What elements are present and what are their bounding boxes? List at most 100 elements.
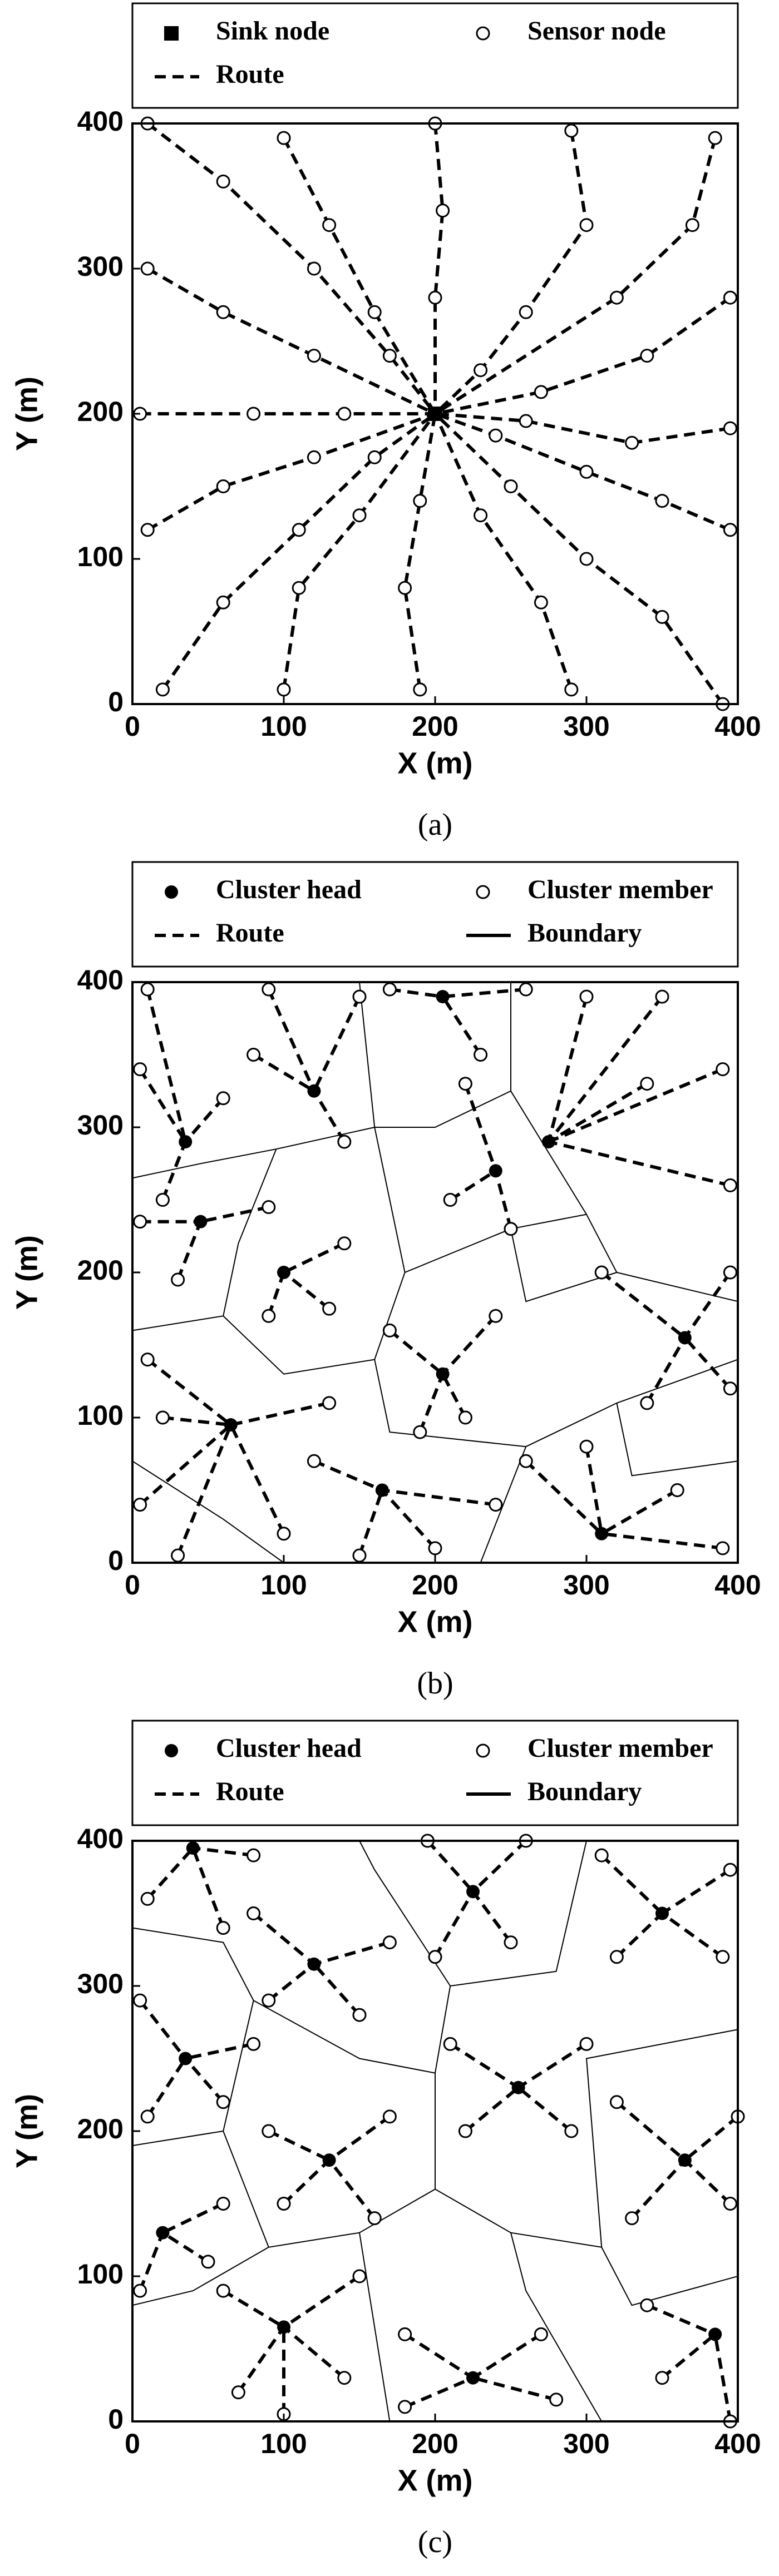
node bbox=[489, 428, 503, 443]
x-tick-label: 300 bbox=[563, 1569, 609, 1601]
cluster-head bbox=[194, 1215, 208, 1228]
y-tick-label: 100 bbox=[77, 1400, 124, 1431]
node bbox=[262, 2124, 276, 2138]
y-tick-label: 100 bbox=[77, 541, 124, 572]
node bbox=[655, 2371, 669, 2385]
node bbox=[307, 450, 321, 464]
node bbox=[216, 2283, 230, 2298]
cluster-head bbox=[375, 1483, 389, 1497]
legend-label: Route bbox=[216, 60, 284, 89]
node bbox=[246, 1906, 261, 1920]
node bbox=[723, 1178, 737, 1192]
cluster-head bbox=[179, 2052, 193, 2065]
node bbox=[428, 1541, 442, 1555]
node bbox=[140, 261, 155, 276]
x-axis-label: X (m) bbox=[398, 1605, 473, 1638]
y-tick-label: 300 bbox=[77, 1109, 124, 1141]
node bbox=[322, 218, 337, 232]
node bbox=[428, 1950, 442, 1964]
node bbox=[216, 1091, 230, 1106]
cluster-head bbox=[186, 1841, 200, 1855]
node bbox=[262, 1309, 276, 1323]
node bbox=[307, 1454, 321, 1468]
cluster-head bbox=[595, 1527, 609, 1540]
node bbox=[292, 581, 306, 595]
node bbox=[594, 1848, 609, 1862]
node bbox=[246, 2037, 261, 2051]
caption: (b) bbox=[417, 1666, 453, 1701]
node bbox=[534, 385, 548, 399]
legend-marker bbox=[165, 1744, 178, 1757]
node bbox=[489, 1498, 503, 1512]
legend-marker bbox=[476, 26, 490, 41]
cluster-head bbox=[307, 1957, 321, 1971]
node bbox=[655, 989, 669, 1004]
node bbox=[579, 464, 594, 479]
caption: (a) bbox=[418, 808, 452, 842]
node bbox=[246, 1848, 261, 1862]
legend-box bbox=[131, 1720, 739, 1826]
node bbox=[436, 204, 450, 218]
node bbox=[534, 595, 548, 610]
route bbox=[139, 988, 732, 1557]
cluster-head bbox=[156, 2226, 170, 2240]
node bbox=[307, 261, 321, 276]
y-tick-label: 300 bbox=[77, 251, 124, 282]
node bbox=[140, 1353, 155, 1367]
node bbox=[458, 2124, 472, 2138]
y-tick-label: 200 bbox=[77, 2113, 124, 2144]
node bbox=[519, 414, 533, 428]
node bbox=[352, 989, 367, 1004]
node bbox=[504, 479, 518, 493]
node bbox=[367, 450, 382, 464]
node bbox=[716, 1062, 730, 1077]
cluster-head bbox=[224, 1418, 238, 1432]
boundary bbox=[132, 1841, 738, 2421]
node bbox=[723, 523, 737, 537]
node bbox=[670, 1483, 684, 1497]
node bbox=[723, 421, 737, 435]
node bbox=[322, 1301, 337, 1316]
legend-label: Boundary bbox=[527, 918, 642, 948]
node bbox=[262, 1993, 276, 2008]
node bbox=[322, 1396, 337, 1410]
node bbox=[534, 2327, 548, 2341]
cluster-head bbox=[678, 1331, 692, 1345]
node bbox=[640, 1077, 654, 1091]
node bbox=[140, 523, 155, 537]
cluster-head bbox=[466, 1885, 480, 1899]
legend-marker bbox=[476, 885, 490, 899]
node bbox=[594, 1265, 609, 1280]
y-tick-label: 200 bbox=[77, 396, 124, 427]
node bbox=[337, 1236, 352, 1251]
node bbox=[352, 508, 367, 523]
cluster-head bbox=[277, 2320, 290, 2334]
x-tick-label: 200 bbox=[412, 1569, 458, 1601]
node bbox=[428, 290, 442, 305]
node bbox=[216, 174, 230, 189]
node bbox=[216, 305, 230, 319]
node bbox=[685, 218, 699, 232]
node bbox=[413, 1425, 427, 1439]
node bbox=[292, 523, 306, 537]
node bbox=[246, 407, 261, 421]
legend-label: Route bbox=[216, 918, 284, 948]
node bbox=[504, 1222, 518, 1236]
node bbox=[655, 610, 669, 624]
cluster-head bbox=[307, 1084, 321, 1098]
node bbox=[474, 1048, 488, 1062]
y-axis-label: Y (m) bbox=[10, 377, 43, 451]
y-tick-label: 0 bbox=[108, 2404, 124, 2435]
node bbox=[140, 982, 155, 997]
y-axis-label: Y (m) bbox=[10, 2094, 43, 2168]
x-tick-label: 0 bbox=[125, 2428, 140, 2459]
x-tick-label: 400 bbox=[714, 2428, 761, 2459]
legend-label: Route bbox=[216, 1777, 284, 1806]
node bbox=[277, 2197, 291, 2211]
node bbox=[367, 305, 382, 319]
node bbox=[413, 682, 427, 697]
x-axis-label: X (m) bbox=[398, 746, 473, 780]
node bbox=[474, 508, 488, 523]
node bbox=[216, 1921, 230, 1935]
cluster-head bbox=[542, 1135, 555, 1149]
